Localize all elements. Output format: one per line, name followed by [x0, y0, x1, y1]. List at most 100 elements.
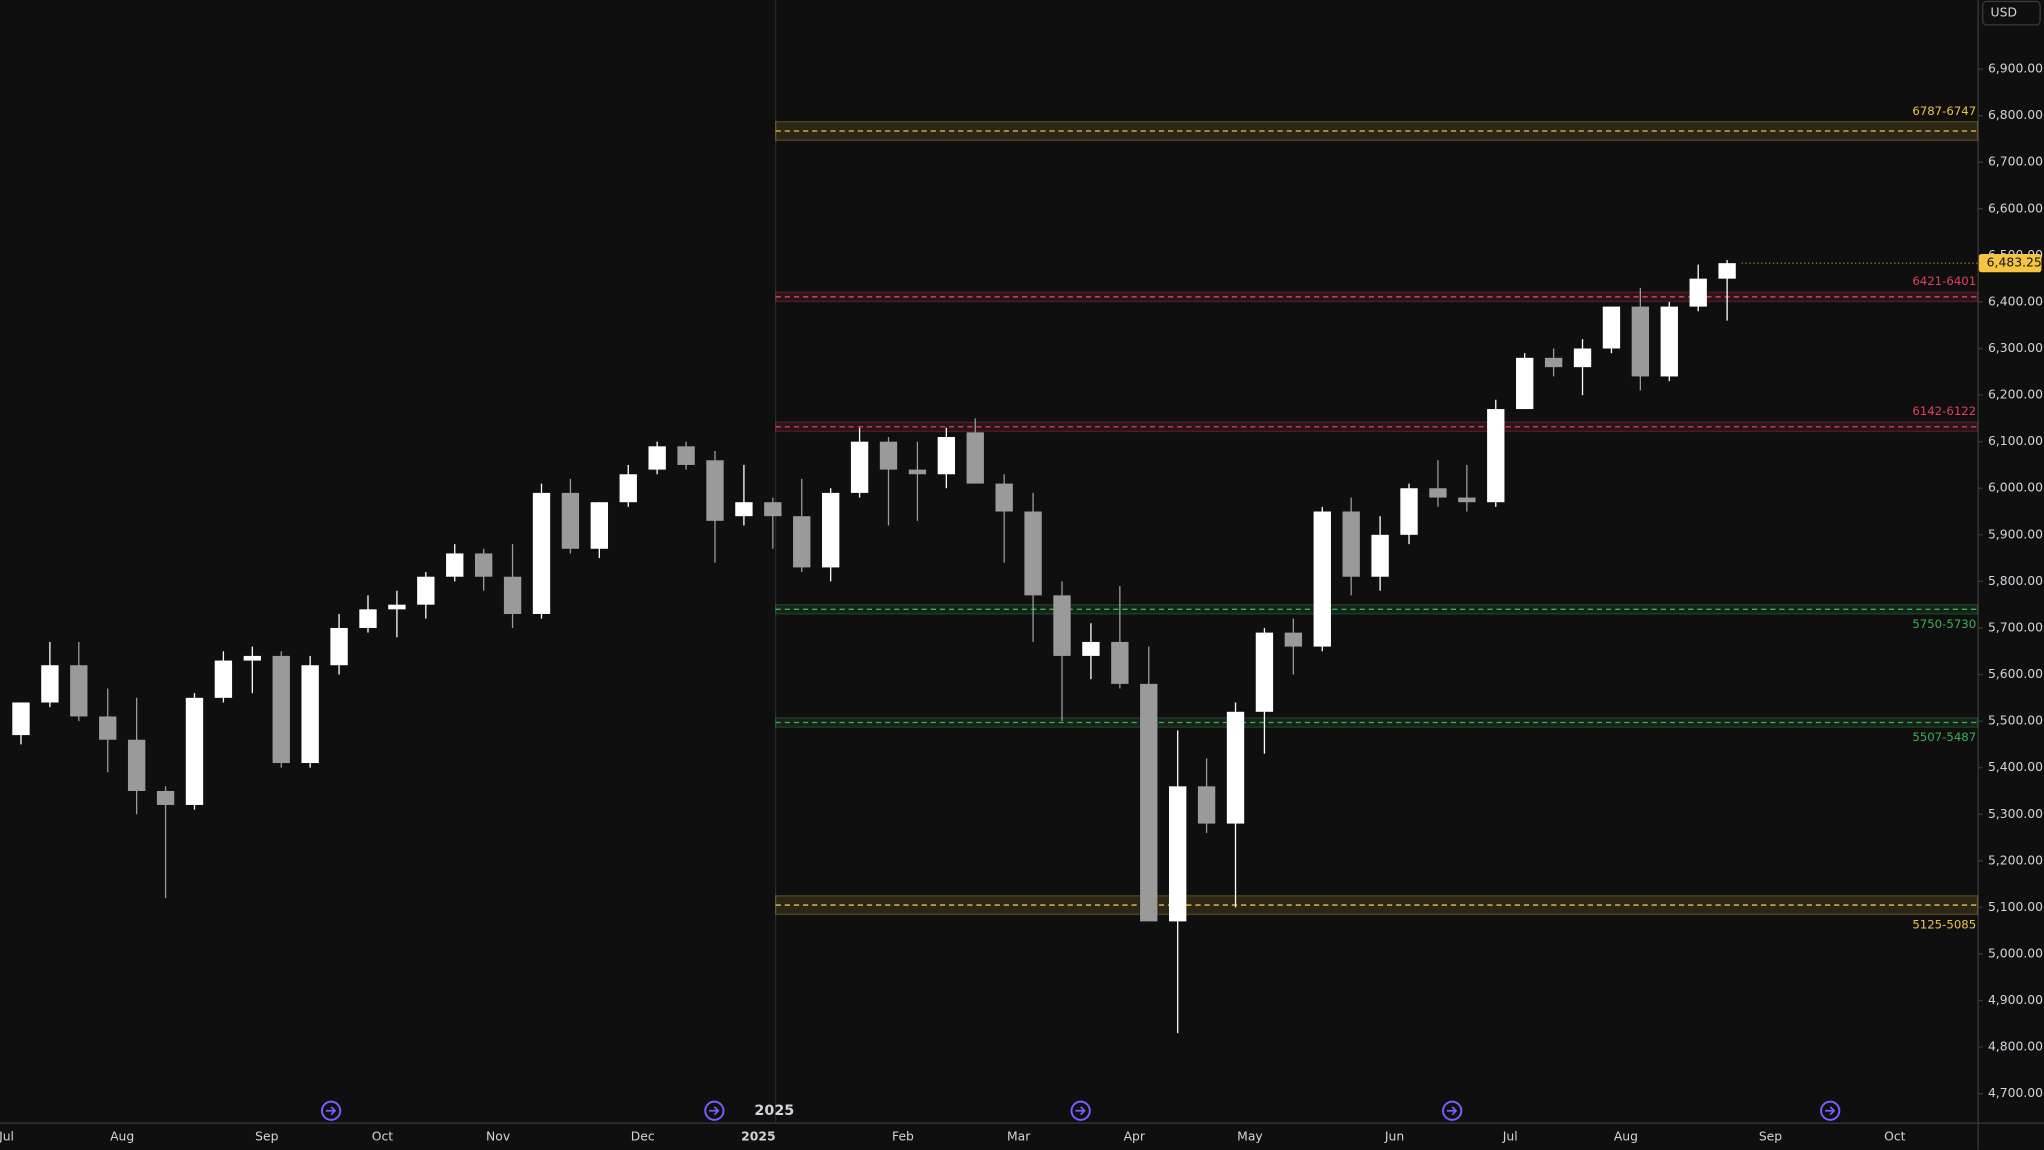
- zone-label: 5507-5487: [1912, 730, 1976, 744]
- y-tick-label: 6,200.00: [1988, 388, 2043, 402]
- candle: [1169, 730, 1187, 1034]
- y-tick-label: 5,000.00: [1988, 946, 2043, 960]
- y-tick-label: 6,000.00: [1988, 481, 2043, 495]
- candle-body: [821, 492, 840, 568]
- candle-body: [127, 739, 146, 791]
- candle-body: [706, 460, 724, 521]
- candle-body: [619, 474, 637, 503]
- candle: [1371, 516, 1389, 591]
- candle: [301, 655, 319, 768]
- x-tick-label: 2025: [741, 1129, 775, 1143]
- candle-body: [359, 609, 377, 628]
- event-icon[interactable]: [1820, 1100, 1841, 1121]
- x-tick-label: Sep: [1759, 1129, 1782, 1143]
- currency-box[interactable]: [1982, 0, 2041, 26]
- y-tick-label: 6,600.00: [1988, 201, 2043, 215]
- candle-body: [272, 655, 290, 764]
- candle: [1140, 646, 1158, 922]
- y-tick-label: 6,100.00: [1988, 434, 2043, 448]
- event-icon[interactable]: [1070, 1100, 1091, 1121]
- y-tick-label: 6,400.00: [1988, 294, 2043, 308]
- event-icon[interactable]: [1442, 1100, 1463, 1121]
- candle: [185, 693, 204, 810]
- y-tick-label: 5,400.00: [1988, 760, 2043, 774]
- candle-body: [1111, 641, 1129, 684]
- y-tick-label: 5,900.00: [1988, 527, 2043, 541]
- candle: [99, 688, 117, 773]
- candle-body: [764, 502, 782, 517]
- candle: [272, 651, 290, 768]
- candle-body: [388, 604, 406, 610]
- candle: [879, 437, 898, 526]
- candle-body: [532, 492, 551, 614]
- candle-body: [677, 446, 695, 465]
- last-price-label: 6,483.25: [1987, 256, 2042, 270]
- candle: [706, 450, 724, 563]
- candle: [793, 478, 811, 573]
- candle-body: [1631, 306, 1650, 377]
- candle: [1631, 287, 1650, 391]
- candle: [764, 497, 782, 549]
- candle: [1689, 264, 1707, 312]
- candle: [1284, 618, 1303, 675]
- candle: [1342, 497, 1360, 596]
- candle: [1082, 623, 1100, 680]
- candle-body: [243, 655, 261, 661]
- candle: [1429, 460, 1447, 507]
- candle: [937, 427, 956, 489]
- zone: [774, 895, 1979, 916]
- candle: [1573, 339, 1592, 396]
- candle-body: [1487, 409, 1505, 503]
- candle-body: [1226, 711, 1245, 824]
- currency-label[interactable]: USD: [1991, 6, 2017, 20]
- candle: [127, 697, 146, 815]
- candle-body: [185, 697, 204, 805]
- x-tick-label: Aug: [110, 1129, 134, 1143]
- y-tick-label: 6,900.00: [1988, 62, 2043, 76]
- candle-body: [1255, 632, 1274, 712]
- candle-body: [1082, 641, 1100, 656]
- candle: [1024, 492, 1042, 642]
- zone-label: 5125-5085: [1912, 917, 1976, 931]
- candle: [590, 502, 609, 559]
- candle-body: [214, 660, 233, 698]
- candle: [1197, 758, 1216, 833]
- zone-label: 6421-6401: [1912, 274, 1976, 288]
- candle-body: [503, 576, 522, 614]
- x-tick-label: Nov: [486, 1129, 510, 1143]
- candle-body: [590, 502, 609, 549]
- x-tick-label: Jul: [0, 1129, 14, 1143]
- candle: [70, 641, 88, 722]
- candle-body: [1602, 306, 1621, 349]
- candle: [243, 646, 261, 694]
- zone: [774, 421, 1979, 433]
- y-tick-label: 5,700.00: [1988, 620, 2043, 634]
- y-tick-label: 5,600.00: [1988, 667, 2043, 681]
- candle-body: [474, 553, 493, 577]
- candle: [388, 590, 406, 638]
- candle-body: [735, 502, 753, 517]
- candle-body: [417, 576, 435, 605]
- candle: [561, 478, 580, 554]
- x-tick-label: Apr: [1124, 1129, 1146, 1143]
- y-tick-label: 4,800.00: [1988, 1040, 2043, 1054]
- event-icon[interactable]: [704, 1100, 725, 1121]
- candle: [330, 613, 348, 675]
- candle: [850, 427, 869, 498]
- candle: [1226, 702, 1245, 908]
- x-tick-label: Oct: [1884, 1129, 1906, 1143]
- candle: [532, 483, 551, 619]
- candle-body: [301, 665, 319, 764]
- candle: [417, 572, 435, 619]
- event-icon[interactable]: [321, 1100, 342, 1121]
- candle-body: [1197, 786, 1216, 824]
- y-tick-label: 4,700.00: [1988, 1086, 2043, 1100]
- candle: [821, 488, 840, 582]
- y-tick-label: 5,300.00: [1988, 807, 2043, 821]
- candle-body: [330, 627, 348, 666]
- candle-body: [937, 437, 956, 475]
- candle: [966, 418, 984, 484]
- x-tick-label: May: [1237, 1129, 1263, 1143]
- y-tick-label: 5,200.00: [1988, 853, 2043, 867]
- candle-body: [12, 702, 30, 736]
